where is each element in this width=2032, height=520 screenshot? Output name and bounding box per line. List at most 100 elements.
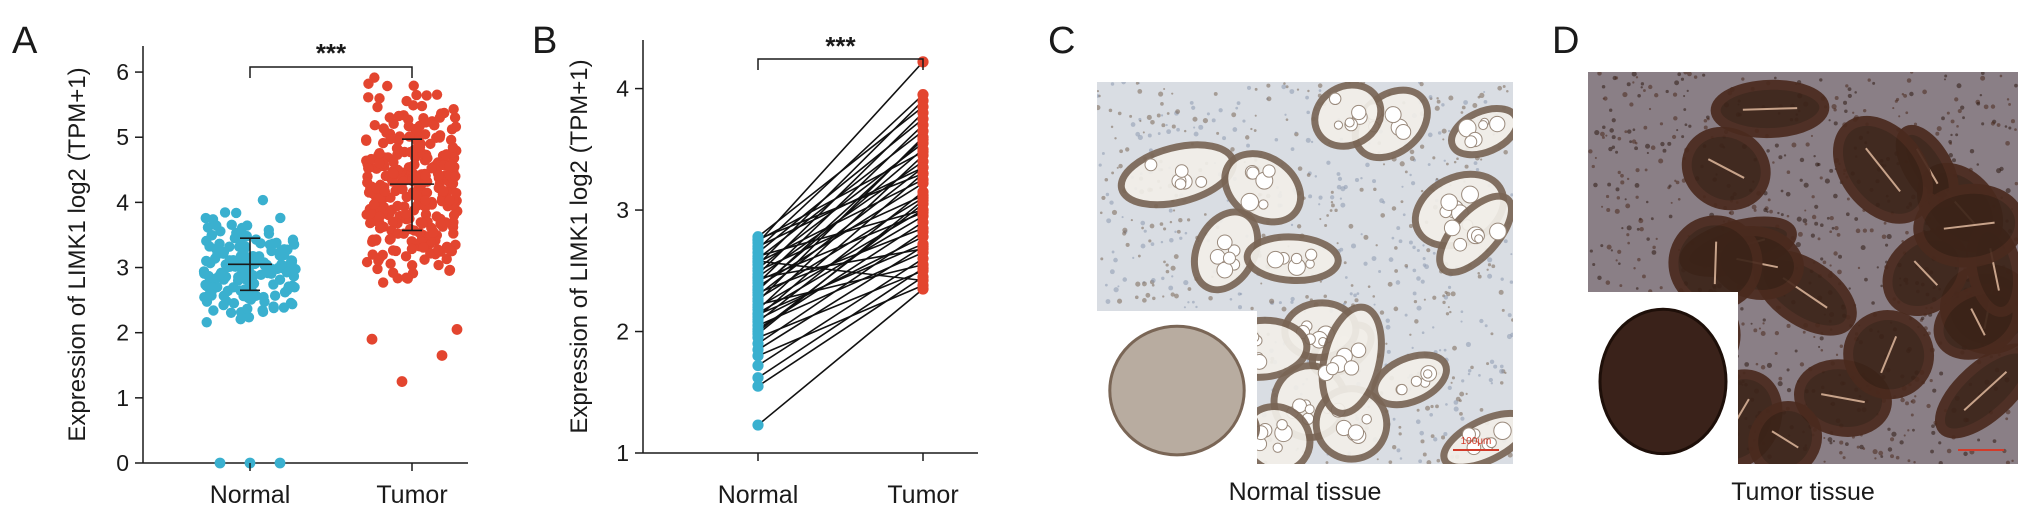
series-normal [198,194,301,469]
data-point [917,113,929,125]
chart-a: 0 1 2 3 4 5 6 Expression of LIMK1 log2 (TPM+1) N… [64,38,468,509]
y-tick-label: 3 [616,197,629,223]
data-point [444,161,455,172]
x-tick-label: Tumor [376,481,447,509]
data-point [259,296,270,307]
panel-c: C 100μm Normal tissue [1040,0,1540,515]
data-point [388,168,399,179]
significance-bracket [757,58,924,70]
data-point [449,112,461,123]
data-point [361,135,372,147]
data-point [411,89,422,101]
data-point [752,272,764,284]
data-point [378,123,389,134]
data-point [429,120,440,131]
data-point [377,277,389,288]
series-tumor [917,56,929,295]
data-point [448,228,459,239]
y-axis-title: Expression of LIMK1 log2 (TPM+1) [64,67,91,441]
data-point [392,228,404,239]
tissue-inset [1588,292,1738,464]
pair-line [757,245,924,351]
y-tick-label: 4 [116,189,129,215]
data-point [374,147,385,159]
tissue-glands [1097,82,1513,464]
series-tumor [360,72,463,387]
x-tick-label: Normal [210,481,291,509]
data-point [425,248,436,259]
data-point [752,255,764,267]
data-point [917,89,929,101]
pair-line [757,211,924,282]
y-tick-label: 6 [116,59,129,85]
data-point [199,268,210,279]
pair-line [757,61,924,244]
data-point [414,227,425,238]
pair-line [757,267,924,379]
data-point [257,306,269,318]
pair-line [757,139,924,291]
data-point [400,251,412,262]
y-axis-title: Expression of LIMK1 log2 (TPM+1) [566,59,593,433]
outlier-point [214,457,226,469]
data-point [408,80,419,91]
panel-b: B 1 2 3 4 Expression of LIMK1 log2 (TPM+1) No… [510,0,1010,515]
data-point [382,80,393,92]
data-point [231,227,242,239]
pair-line [757,270,924,339]
data-point [448,103,459,115]
data-point [225,307,237,319]
data-point [393,135,404,146]
data-point [447,142,459,153]
normal-tissue-image: 100μm [1097,82,1513,464]
data-point [268,279,279,290]
data-point [369,120,380,131]
outlier-point [451,324,463,335]
data-point [250,234,262,245]
data-point [222,285,233,297]
data-point [288,271,300,282]
data-point [215,226,226,237]
pair-line [757,118,924,254]
data-point [404,131,415,142]
pair-line [757,276,924,387]
data-point [372,101,383,113]
data-point [257,194,269,206]
data-point [362,177,373,188]
data-point [917,134,929,146]
data-point [269,290,281,301]
data-point [397,184,408,195]
data-point [444,244,456,256]
data-point [374,93,385,104]
data-point [752,359,764,372]
data-point [275,246,286,257]
panel-letter-c: C [1048,20,1076,62]
data-point [218,299,229,311]
series-normal [752,231,764,431]
paired-lines [757,61,924,426]
data-point [205,257,216,269]
data-point [216,267,227,279]
data-point [366,153,377,165]
data-point [444,194,456,206]
pair-line [757,263,924,306]
data-point [235,313,246,325]
data-point [917,222,929,234]
pair-line [757,288,924,426]
data-point [426,163,437,174]
data-point [363,163,374,174]
data-point [752,380,764,392]
data-point [418,242,429,253]
data-point [385,233,396,245]
pair-line [757,106,924,238]
data-point [415,179,427,191]
data-point [285,297,297,309]
data-point [450,171,461,182]
data-point [917,168,929,180]
pair-line [757,124,924,284]
pair-line [757,236,924,321]
data-point [388,157,399,168]
data-point [411,190,422,202]
data-point [392,200,403,212]
pair-line [757,199,924,335]
